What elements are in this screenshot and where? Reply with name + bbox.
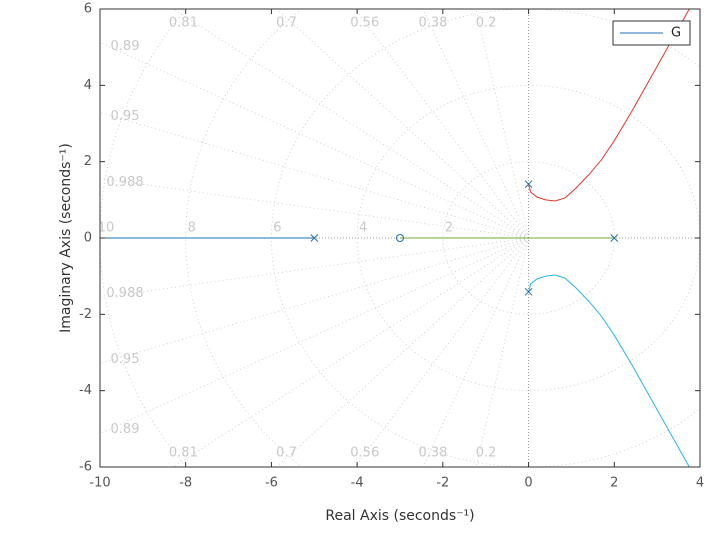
x-tick-label: -2 — [436, 476, 449, 491]
y-axis-label: Imaginary Axis (seconds⁻¹) — [58, 143, 74, 333]
y-tick-label: 0 — [84, 231, 92, 246]
damping-label: 0.89 — [111, 422, 140, 437]
locus-branch — [528, 9, 690, 202]
wn-label: 10 — [98, 221, 115, 236]
damping-label: 0.81 — [169, 16, 198, 31]
zero-marker — [396, 234, 404, 242]
damping-label: 0.56 — [350, 446, 379, 461]
y-tick-label: 2 — [84, 154, 92, 169]
pole-marker — [310, 234, 319, 242]
legend-label: G — [671, 26, 681, 41]
y-tick-label: 6 — [84, 2, 92, 17]
damping-label: 0.89 — [111, 39, 140, 54]
y-tick-label: -4 — [79, 383, 92, 398]
y-tick-label: -6 — [79, 460, 92, 475]
damping-label: 0.56 — [350, 16, 379, 31]
damping-label: 0.988 — [106, 286, 143, 301]
damping-label: 0.2 — [476, 16, 497, 31]
damping-label: 0.38 — [418, 16, 447, 31]
damping-ray — [172, 9, 529, 239]
damping-ray — [172, 237, 529, 467]
pole-marker — [610, 234, 619, 242]
x-tick-label: -8 — [179, 476, 192, 491]
damping-label: 0.988 — [106, 175, 143, 190]
damping-label: 0.81 — [169, 446, 198, 461]
wn-label: 8 — [188, 221, 196, 236]
y-tick-label: 4 — [84, 78, 92, 93]
pole-marker — [524, 287, 533, 296]
x-tick-label: -10 — [89, 476, 110, 491]
damping-label: 0.7 — [276, 446, 297, 461]
y-tick-label: -2 — [79, 307, 92, 322]
locus-branch — [528, 274, 690, 467]
damping-label: 0.95 — [111, 109, 140, 124]
wn-label: 6 — [273, 221, 281, 236]
x-tick-label: 2 — [610, 476, 618, 491]
x-tick-label: -4 — [351, 476, 364, 491]
pole-marker — [524, 180, 533, 189]
damping-label: 0.95 — [111, 352, 140, 367]
damping-label: 0.2 — [476, 446, 497, 461]
damping-label: 0.7 — [276, 16, 297, 31]
x-axis-label: Real Axis (seconds⁻¹) — [325, 508, 474, 524]
x-tick-label: 4 — [696, 476, 704, 491]
x-tick-label: -6 — [265, 476, 278, 491]
x-tick-label: 0 — [524, 476, 532, 491]
wn-label: 4 — [359, 221, 367, 236]
wn-label: 2 — [445, 221, 453, 236]
damping-label: 0.38 — [418, 446, 447, 461]
